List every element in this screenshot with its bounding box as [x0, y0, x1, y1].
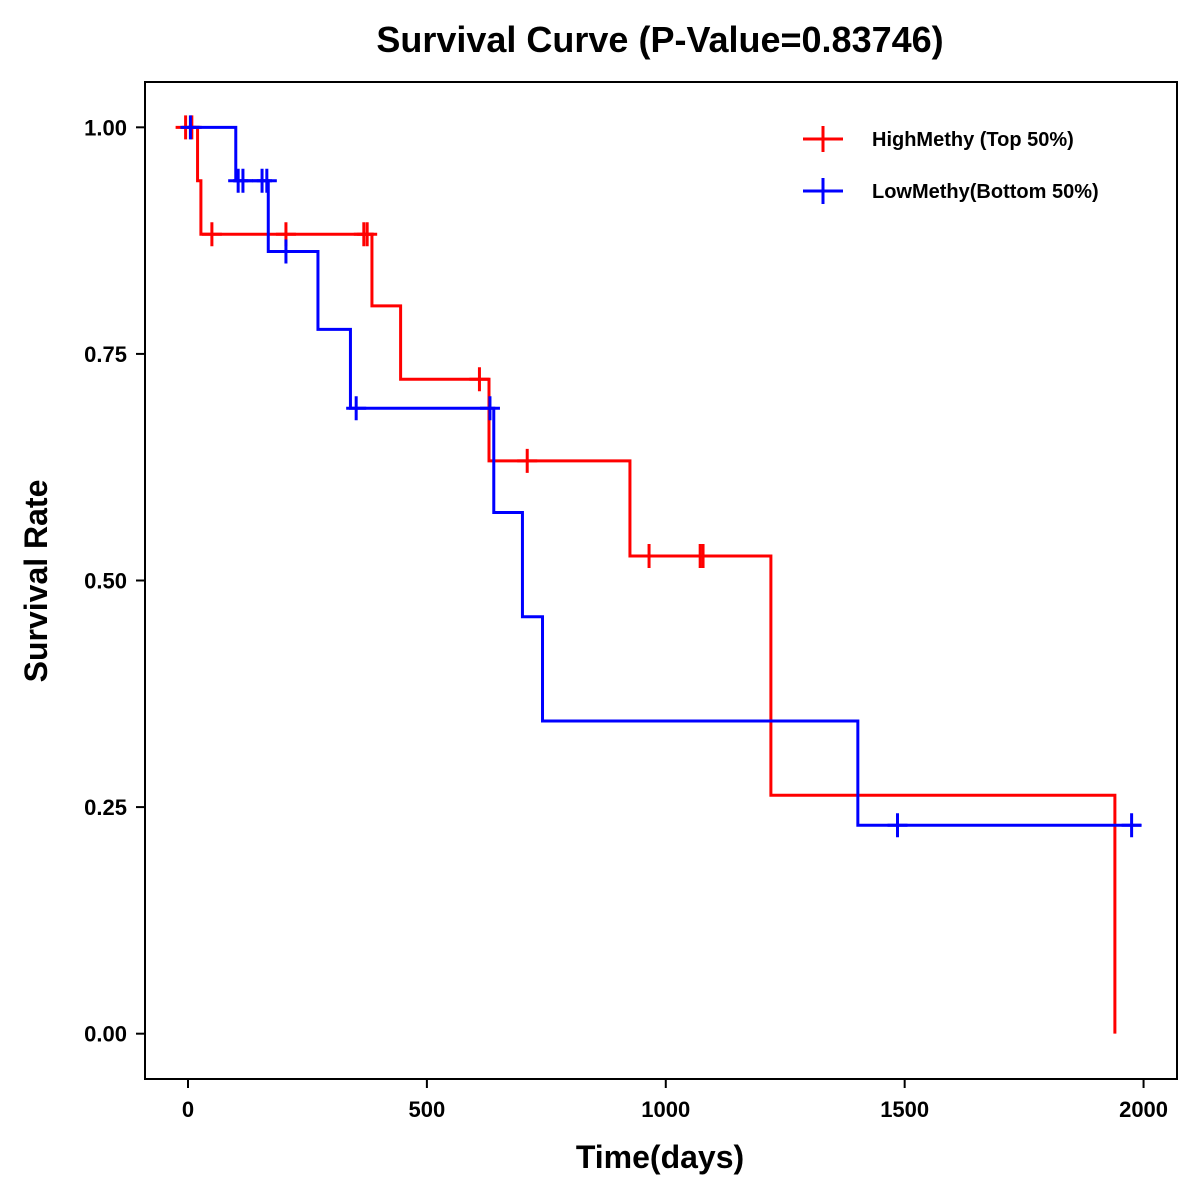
censor-mark [180, 115, 201, 140]
y-tick-label: 0.00 [84, 1022, 127, 1047]
x-tick-label: 0 [182, 1097, 194, 1122]
legend-key [803, 178, 843, 204]
y-tick-label: 0.50 [84, 569, 127, 594]
chart-title: Survival Curve (P-Value=0.83746) [376, 19, 943, 60]
censor-mark [469, 367, 490, 392]
legend-label: LowMethy(Bottom 50%) [872, 181, 1099, 203]
x-tick-label: 2000 [1119, 1097, 1168, 1122]
legend-label: HighMethy (Top 50%) [872, 129, 1074, 151]
x-axis-label: Time(days) [576, 1139, 744, 1175]
censor-mark [201, 222, 222, 247]
censor-mark [693, 544, 714, 569]
censor-mark [232, 168, 253, 193]
censor-mark [887, 813, 908, 838]
series-2 [180, 115, 1142, 838]
x-tick-label: 500 [409, 1097, 446, 1122]
censor-mark [1121, 813, 1142, 838]
censor-mark [256, 168, 277, 193]
censor-mark [357, 222, 378, 247]
legend-item: LowMethy(Bottom 50%) [803, 178, 1099, 204]
censor-mark [639, 544, 660, 569]
y-tick-label: 0.75 [84, 342, 127, 367]
censor-mark [517, 448, 538, 473]
legend-item: HighMethy (Top 50%) [803, 126, 1074, 152]
series-layer [175, 115, 1142, 1034]
censor-mark [275, 239, 296, 264]
y-axis-label: Survival Rate [18, 480, 54, 683]
censor-mark [346, 396, 367, 421]
censor-mark [479, 396, 500, 421]
survival-curve [188, 125, 1117, 1034]
series-1 [175, 115, 1117, 1034]
plot-panel [144, 81, 1178, 1080]
legend-key [803, 126, 843, 152]
x-tick-label: 1000 [641, 1097, 690, 1122]
y-tick-label: 1.00 [84, 115, 127, 140]
legend: HighMethy (Top 50%) LowMethy(Bottom 50%) [803, 126, 1099, 204]
axis-ticks: 0 500 1000 1500 2000 0.00 0.25 0.50 0.75 1.00 [84, 115, 1168, 1122]
y-tick-label: 0.25 [84, 795, 127, 820]
x-tick-label: 1500 [880, 1097, 929, 1122]
